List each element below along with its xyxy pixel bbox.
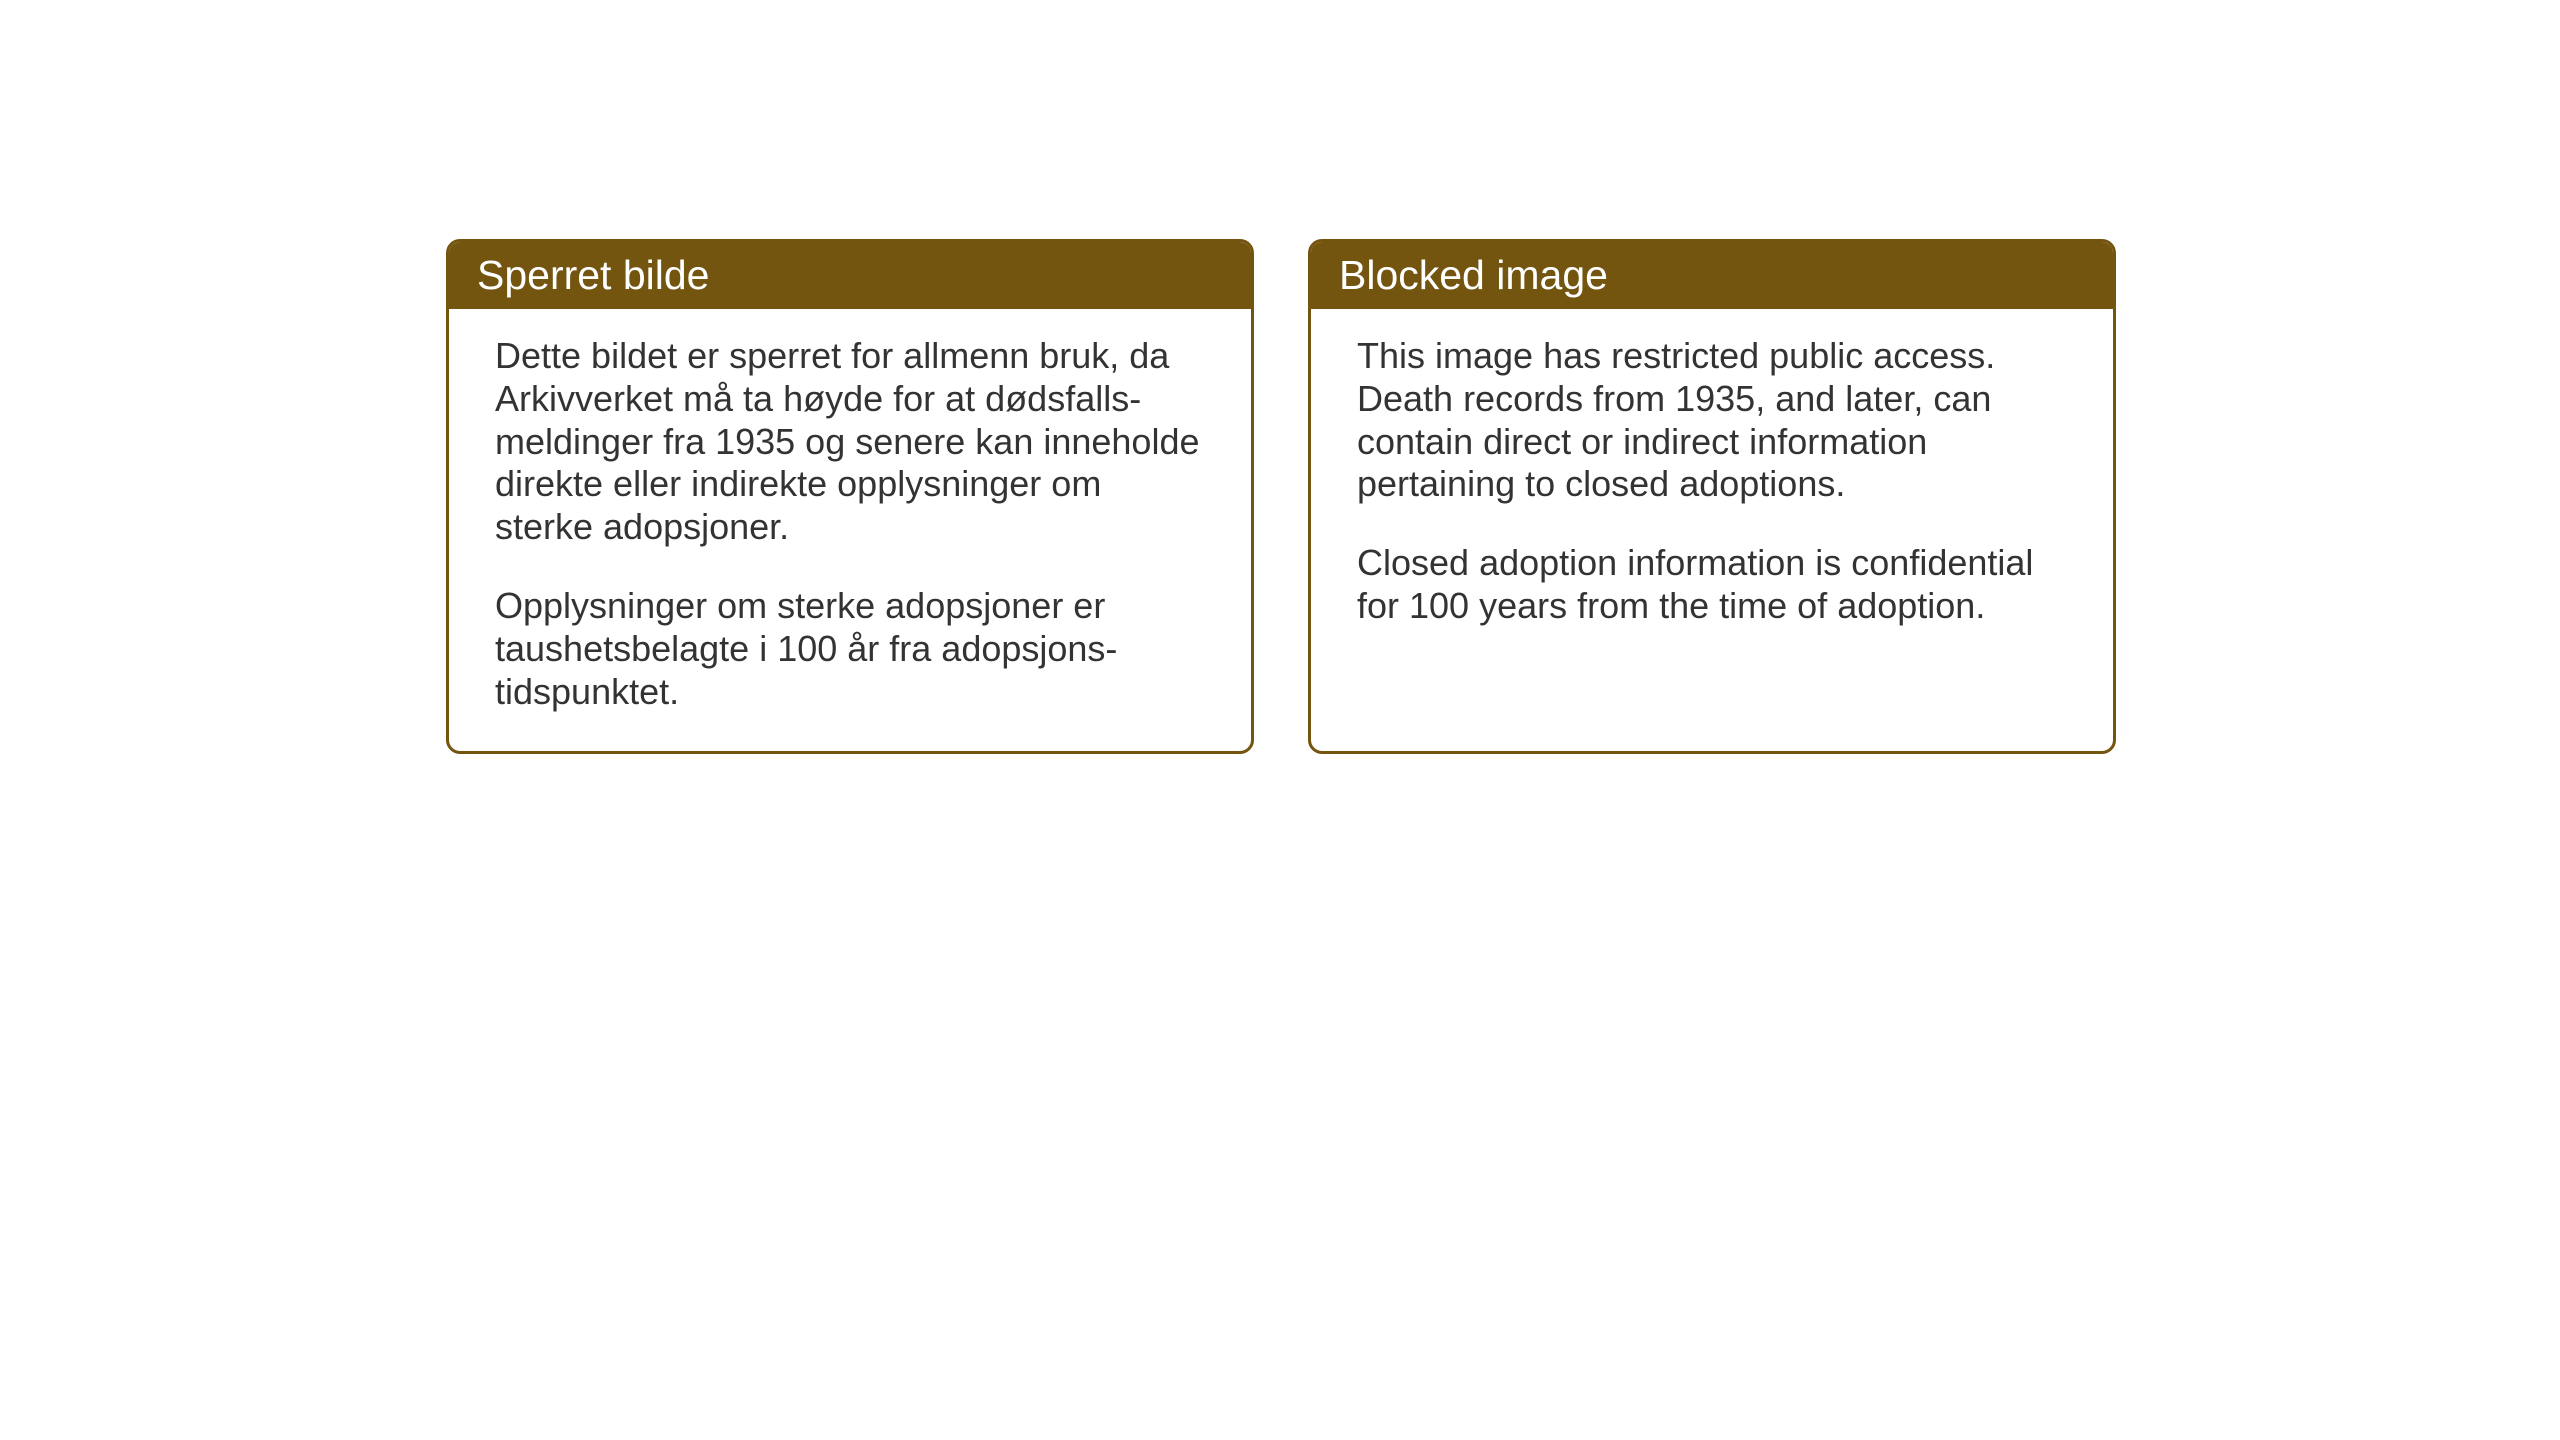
card-english-body: This image has restricted public access.… xyxy=(1311,309,2113,751)
card-english-title: Blocked image xyxy=(1339,252,1608,298)
card-norwegian: Sperret bilde Dette bildet er sperret fo… xyxy=(446,239,1254,754)
card-norwegian-paragraph-1: Dette bildet er sperret for allmenn bruk… xyxy=(495,335,1205,549)
card-english-header: Blocked image xyxy=(1311,242,2113,309)
card-english: Blocked image This image has restricted … xyxy=(1308,239,2116,754)
card-norwegian-body: Dette bildet er sperret for allmenn bruk… xyxy=(449,309,1251,751)
card-norwegian-paragraph-2: Opplysninger om sterke adopsjoner er tau… xyxy=(495,585,1205,713)
card-norwegian-header: Sperret bilde xyxy=(449,242,1251,309)
cards-container: Sperret bilde Dette bildet er sperret fo… xyxy=(446,239,2116,754)
card-norwegian-title: Sperret bilde xyxy=(477,252,709,298)
card-english-paragraph-1: This image has restricted public access.… xyxy=(1357,335,2067,506)
card-english-paragraph-2: Closed adoption information is confident… xyxy=(1357,542,2067,628)
